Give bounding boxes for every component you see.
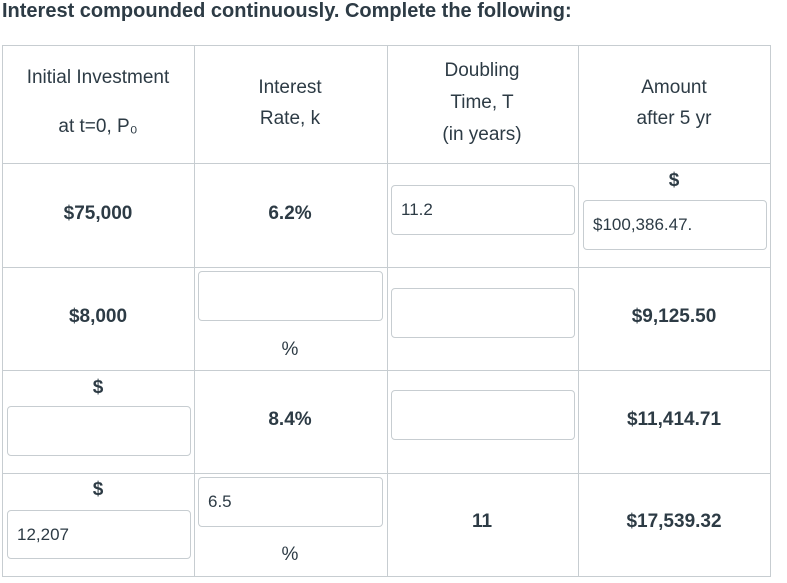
header-text: Doubling bbox=[444, 60, 520, 81]
header-text: Interest bbox=[258, 77, 322, 98]
row-border bbox=[2, 45, 771, 46]
input-box[interactable] bbox=[391, 390, 575, 440]
header-text: after 5 yr bbox=[636, 108, 712, 129]
row-border bbox=[2, 267, 771, 268]
cell-value: 6.2% bbox=[268, 203, 312, 224]
row-border bbox=[2, 473, 771, 474]
input-value: 12,207 bbox=[17, 524, 69, 544]
suffix: % bbox=[281, 544, 299, 565]
col-border bbox=[194, 45, 195, 577]
header-text: Initial Investment bbox=[26, 67, 170, 88]
input-value: $100,386.47. bbox=[593, 215, 693, 234]
header-text: Rate, k bbox=[259, 108, 321, 129]
row-border bbox=[2, 370, 771, 371]
prefix: $ bbox=[668, 170, 680, 191]
cell-value: $17,539.32 bbox=[626, 511, 722, 532]
input-box[interactable]: 11.2 bbox=[391, 185, 575, 235]
cell-value: $8,000 bbox=[68, 306, 128, 327]
input-box[interactable]: $100,386.47. bbox=[583, 200, 767, 250]
cell-value: $75,000 bbox=[63, 203, 133, 224]
input-value: 6.5 bbox=[208, 492, 232, 511]
input-value: 11.2 bbox=[401, 200, 433, 219]
prefix: $ bbox=[92, 377, 104, 398]
input-box[interactable] bbox=[7, 406, 191, 456]
header-text: Time, T bbox=[450, 92, 514, 113]
col-border bbox=[770, 45, 771, 577]
header-text: at t=0, P₀ bbox=[58, 116, 138, 137]
header-text: Amount bbox=[641, 77, 707, 98]
cell-value: $9,125.50 bbox=[631, 306, 717, 327]
col-border bbox=[578, 45, 579, 577]
cell-value: $11,414.71 bbox=[626, 409, 722, 430]
title: Interest compounded continuously. Comple… bbox=[2, 0, 572, 22]
cell-value: 8.4% bbox=[268, 409, 312, 430]
input-box[interactable] bbox=[198, 271, 383, 321]
suffix: % bbox=[281, 339, 299, 360]
cell-value: 11 bbox=[471, 511, 493, 532]
input-box[interactable]: 12,207 bbox=[7, 510, 191, 559]
header-text: (in years) bbox=[442, 124, 522, 145]
col-border bbox=[2, 45, 3, 577]
prefix: $ bbox=[92, 479, 104, 500]
row-border bbox=[2, 576, 771, 577]
input-box[interactable]: 6.5 bbox=[198, 477, 383, 527]
input-box[interactable] bbox=[391, 288, 575, 338]
col-border bbox=[387, 45, 388, 577]
row-border bbox=[2, 163, 771, 164]
